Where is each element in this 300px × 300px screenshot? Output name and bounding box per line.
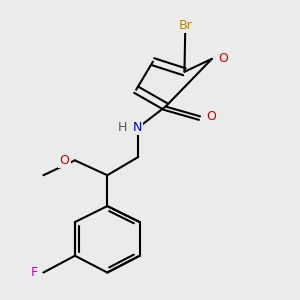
Text: Br: Br: [178, 19, 192, 32]
Text: N: N: [132, 121, 142, 134]
Text: O: O: [218, 52, 228, 65]
Text: O: O: [60, 154, 70, 167]
Text: H: H: [118, 121, 128, 134]
Text: F: F: [31, 266, 38, 279]
Text: O: O: [206, 110, 216, 123]
